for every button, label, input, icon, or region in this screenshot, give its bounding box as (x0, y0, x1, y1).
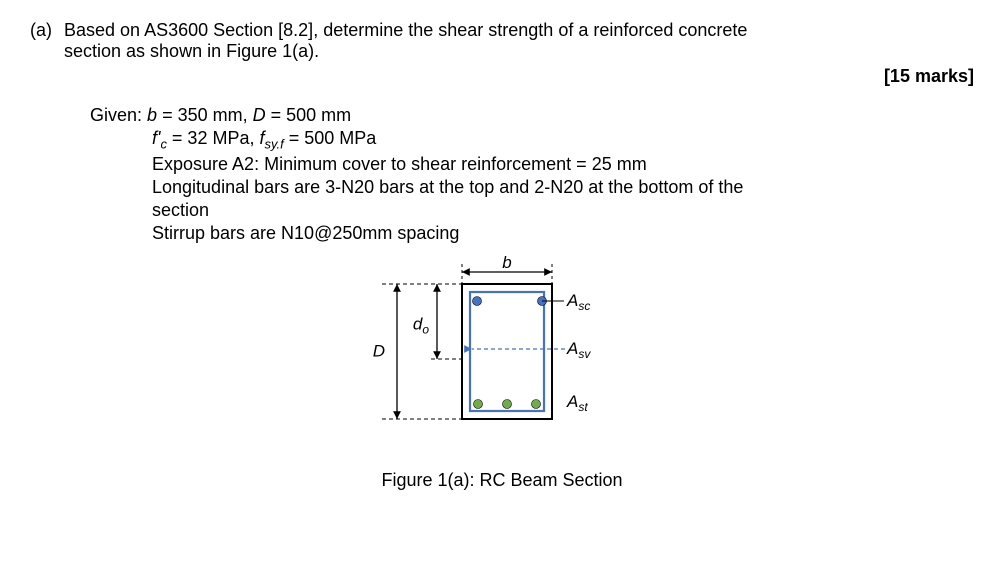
D-prefix: D (253, 105, 266, 125)
svg-text:b: b (502, 254, 511, 272)
figure-caption: Figure 1(a): RC Beam Section (30, 470, 974, 491)
svg-text:D: D (373, 341, 385, 360)
longitudinal-line1: Longitudinal bars are 3-N20 bars at the … (152, 177, 974, 198)
question-line2: section as shown in Figure 1(a). (64, 41, 319, 61)
part-label: (a) (30, 20, 64, 41)
exposure-line: Exposure A2: Minimum cover to shear rein… (152, 154, 974, 175)
beam-section-diagram: b Ddo Asc Asv Ast (342, 254, 662, 464)
svg-text:Asv: Asv (566, 339, 591, 361)
marks-label: [15 marks] (30, 66, 974, 87)
svg-text:do: do (413, 314, 429, 336)
longitudinal-line2: section (152, 200, 974, 221)
b-val: = 350 mm, (157, 105, 253, 125)
figure-container: b Ddo Asc Asv Ast Figure 1(a): RC Beam Secti… (30, 254, 974, 491)
fsyf-sub: sy.f (265, 137, 284, 152)
fc-val: = 32 MPa, (167, 128, 260, 148)
svg-text:Asc: Asc (566, 291, 590, 313)
question-line1: Based on AS3600 Section [8.2], determine… (64, 20, 747, 40)
D-val: = 500 mm (266, 105, 352, 125)
question-text: Based on AS3600 Section [8.2], determine… (64, 20, 974, 62)
b-prefix: b (147, 105, 157, 125)
given-label: Given: (90, 105, 142, 125)
svg-text:Ast: Ast (566, 392, 588, 414)
stirrup-line: Stirrup bars are N10@250mm spacing (152, 223, 974, 244)
given-block: Given: b = 350 mm, D = 500 mm f'c = 32 M… (90, 105, 974, 244)
fsyf-val: = 500 MPa (284, 128, 377, 148)
